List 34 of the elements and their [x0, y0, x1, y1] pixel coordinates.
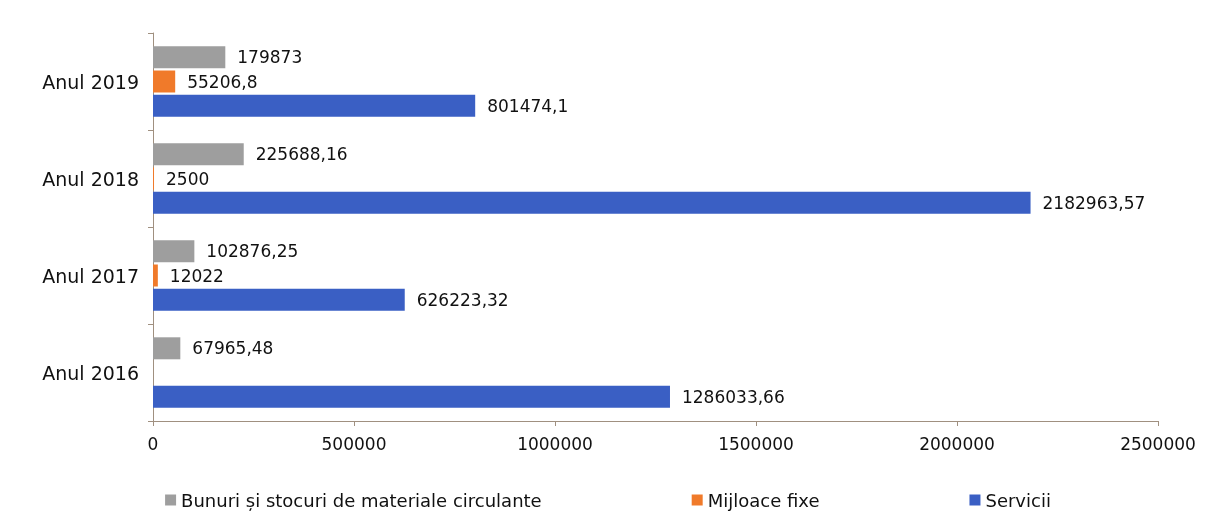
- bar: [153, 337, 181, 360]
- data-label: 2182963,57: [1042, 192, 1146, 213]
- x-tick-label: 2000000: [919, 433, 995, 454]
- bar: [153, 191, 1031, 214]
- y-tick-label: Anul 2019: [42, 70, 139, 93]
- y-tick-label: Anul 2016: [42, 361, 139, 384]
- data-label: 2500: [166, 168, 210, 189]
- bar: [153, 70, 176, 93]
- legend-label: Bunuri și stocuri de materiale circulante: [181, 489, 542, 511]
- x-tick-label: 1500000: [718, 433, 794, 454]
- legend-label: Mijloace fixe: [707, 489, 820, 511]
- data-label: 67965,48: [192, 338, 274, 359]
- y-tick-label: Anul 2018: [42, 167, 139, 190]
- data-label: 102876,25: [206, 241, 299, 262]
- bar: [153, 46, 226, 69]
- data-label: 225688,16: [255, 144, 348, 165]
- legend-label: Servicii: [985, 489, 1051, 511]
- data-label: 55206,8: [187, 71, 258, 92]
- bar: [153, 264, 158, 287]
- bar: [153, 240, 195, 263]
- x-tick-label: 500000: [321, 433, 387, 454]
- bar: [153, 94, 476, 117]
- x-tick-label: 1000000: [517, 433, 593, 454]
- data-label: 12022: [169, 265, 224, 286]
- bar: [153, 288, 405, 311]
- data-label: 626223,32: [416, 289, 509, 310]
- bar: [153, 385, 670, 408]
- data-label: 179873: [237, 47, 303, 68]
- x-tick-label: 0: [147, 433, 159, 454]
- data-label: 801474,1: [487, 95, 569, 116]
- x-tick-label: 2500000: [1120, 433, 1196, 454]
- y-tick-label: Anul 2017: [42, 264, 139, 287]
- data-label: 1286033,66: [681, 386, 785, 407]
- bar: [153, 143, 244, 166]
